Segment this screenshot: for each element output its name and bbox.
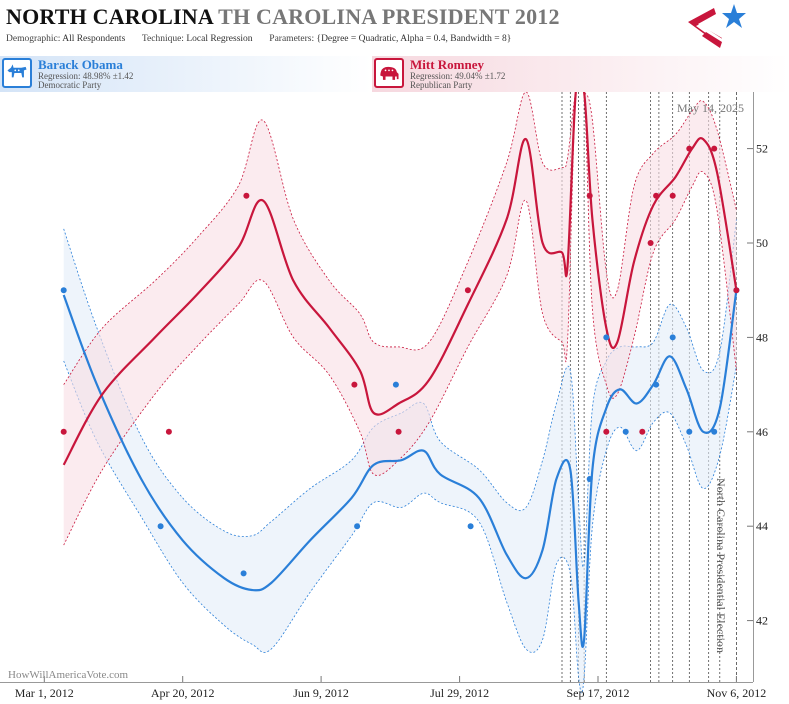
date-stamp: May 14, 2025 xyxy=(677,101,744,115)
title-state: NORTH CAROLINA xyxy=(6,4,213,29)
parameters-value: {Degree = Quadratic, Alpha = 0.4, Bandwi… xyxy=(316,34,512,44)
y-tick-label: 46 xyxy=(756,425,768,439)
romney-party: Republican Party xyxy=(410,80,473,90)
obama-poll-point xyxy=(669,334,676,341)
donkey-icon xyxy=(2,58,32,88)
technique-label: Technique: xyxy=(141,34,184,44)
confidence-bands xyxy=(63,62,737,694)
election-label: North Carolina Presidential Election xyxy=(714,478,728,653)
romney-poll-point xyxy=(603,428,610,435)
grid-layer xyxy=(561,92,737,682)
romney-band-lower xyxy=(63,62,737,546)
y-tick-label: 52 xyxy=(756,142,768,156)
x-tick-label: Nov 6, 2012 xyxy=(707,686,767,700)
obama-party: Democratic Party xyxy=(38,80,102,90)
chart-title: NORTH CAROLINA TH CAROLINA PRESIDENT 201… xyxy=(6,4,560,30)
chart-header: NORTH CAROLINA TH CAROLINA PRESIDENT 201… xyxy=(0,0,789,56)
romney-poll-point xyxy=(653,192,660,199)
demographic-label: Demographic: xyxy=(6,34,61,44)
romney-confidence-band xyxy=(63,62,737,546)
x-tick-label: Mar 1, 2012 xyxy=(15,686,74,700)
obama-poll-point xyxy=(711,428,718,435)
romney-poll-point xyxy=(711,145,718,152)
romney-poll-point xyxy=(733,287,740,294)
obama-regression: Regression: 48.98% ±1.42 xyxy=(38,71,134,81)
romney-band-upper xyxy=(63,85,737,385)
parameters-line: Demographic: All Respondents Technique: … xyxy=(6,34,511,44)
demographic-value: All Respondents xyxy=(62,34,126,44)
obama-poll-point xyxy=(603,334,610,341)
candidate-obama: Barack Obama Regression: 48.98% ±1.42 De… xyxy=(0,56,372,92)
elephant-icon xyxy=(374,58,404,88)
romney-poll-point xyxy=(669,192,676,199)
obama-poll-point xyxy=(240,570,247,577)
obama-poll-point xyxy=(686,428,693,435)
technique-value: Local Regression xyxy=(186,34,253,44)
obama-poll-point xyxy=(157,523,164,530)
parameters-label: Parameters: xyxy=(269,34,315,44)
romney-poll-point xyxy=(165,428,172,435)
candidate-romney: Mitt Romney Regression: 49.04% ±1.72 Rep… xyxy=(372,56,789,92)
x-tick-label: Apr 20, 2012 xyxy=(151,686,215,700)
y-tick-label: 50 xyxy=(756,236,768,250)
romney-regression-line xyxy=(62,72,738,466)
obama-poll-point xyxy=(354,523,361,530)
obama-poll-point xyxy=(622,428,629,435)
x-tick-label: Jul 29, 2012 xyxy=(430,686,489,700)
watermark: HowWillAmericaVote.com xyxy=(8,669,128,681)
romney-poll-point xyxy=(639,428,646,435)
romney-poll-point xyxy=(351,381,358,388)
y-tick-label: 42 xyxy=(756,614,768,628)
romney-poll-point xyxy=(647,240,654,246)
y-tick-label: 44 xyxy=(756,519,768,533)
romney-poll-point xyxy=(464,287,471,294)
x-tick-label: Jun 9, 2012 xyxy=(293,686,349,700)
romney-regression: Regression: 49.04% ±1.72 xyxy=(410,71,506,81)
title-rest: TH CAROLINA PRESIDENT 2012 xyxy=(218,4,560,29)
axes: 42 44 46 48 50 52 Mar 1, 2012 Apr 20, 2012 Jun 9… xyxy=(0,92,768,700)
romney-poll-point xyxy=(60,428,67,435)
obama-name: Barack Obama xyxy=(38,57,123,72)
romney-poll-point xyxy=(395,428,402,435)
romney-name: Mitt Romney xyxy=(410,57,485,72)
site-logo-icon xyxy=(688,4,746,48)
romney-poll-point xyxy=(243,192,250,199)
obama-poll-point xyxy=(586,476,593,482)
obama-poll-point xyxy=(60,287,67,294)
x-tick-label: Sep 17, 2012 xyxy=(567,686,630,700)
poll-points xyxy=(60,145,740,577)
obama-poll-point xyxy=(653,381,660,388)
obama-band-lower xyxy=(63,360,737,694)
romney-poll-point xyxy=(586,192,593,199)
obama-poll-point xyxy=(392,381,399,388)
obama-poll-point xyxy=(467,523,474,530)
y-tick-label: 48 xyxy=(756,330,768,344)
romney-poll-point xyxy=(686,145,693,152)
